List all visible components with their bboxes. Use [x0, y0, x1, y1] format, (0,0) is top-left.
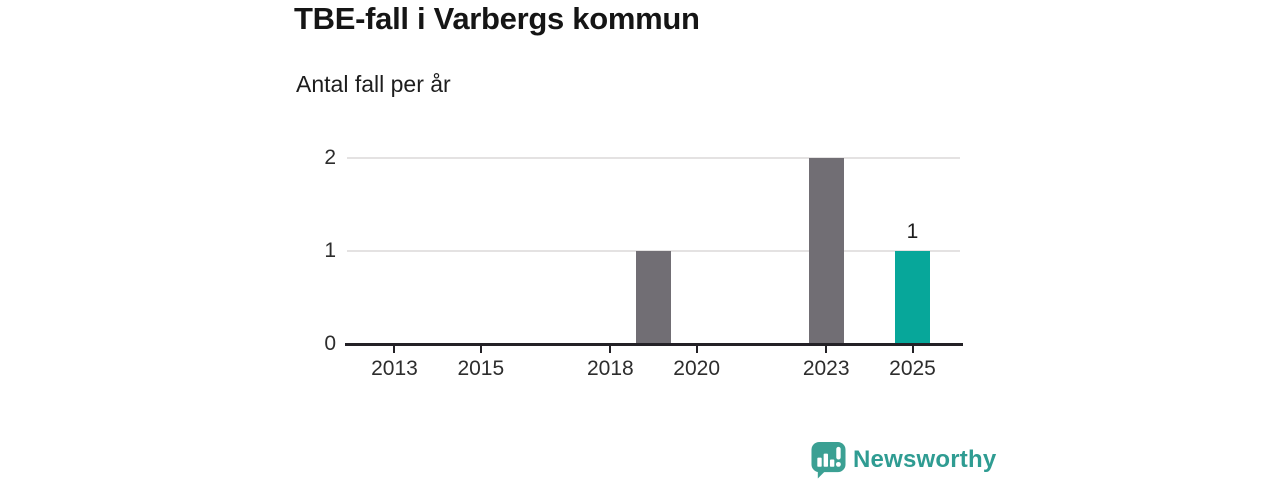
x-tick-2018: [609, 346, 612, 353]
x-tick-2023: [825, 346, 828, 353]
bar-2019: [636, 250, 671, 344]
y-tick-label-0: 0: [324, 332, 336, 355]
bar-2023: [808, 157, 844, 344]
x-tick-label-2020: 2020: [673, 357, 721, 380]
newsworthy-logo: Newsworthy: [811, 441, 996, 479]
x-axis-line: [345, 343, 963, 346]
x-tick-2020: [695, 346, 698, 353]
bar-value-label-2025: 1: [906, 219, 919, 243]
bar-2025: [895, 250, 930, 344]
x-tick-label-2025: 2025: [889, 357, 936, 380]
y-tick-label-2: 2: [324, 145, 336, 169]
x-tick-label-2013: 2013: [371, 357, 418, 380]
x-tick-label-2018: 2018: [586, 357, 634, 380]
x-tick-2025: [911, 346, 914, 353]
x-tick-label-2015: 2015: [457, 357, 505, 380]
plot-area: 1 2013 2015 2018 2020 2023 2025: [345, 140, 963, 380]
newsworthy-wordmark: Newsworthy: [853, 446, 997, 473]
chart-subtitle: Antal fall per år: [296, 71, 451, 97]
x-tick-2013: [393, 346, 396, 353]
bar-chart-speech-bubble-icon: [811, 441, 846, 479]
x-tick-2015: [479, 346, 482, 353]
x-tick-label-2023: 2023: [802, 357, 850, 380]
y-tick-label-1: 1: [324, 238, 336, 262]
gridline-y-2: [347, 156, 960, 159]
chart-title: TBE-fall i Varbergs kommun: [294, 1, 700, 36]
